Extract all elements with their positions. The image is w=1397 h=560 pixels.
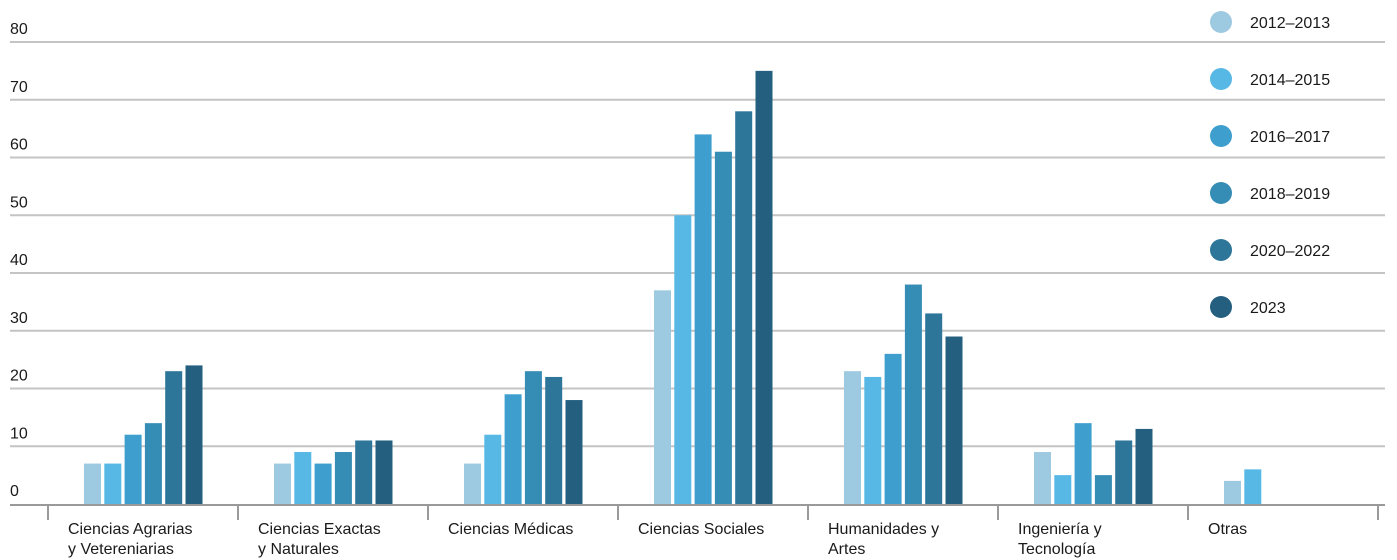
- legend-marker: [1210, 182, 1232, 204]
- legend-marker: [1210, 296, 1232, 318]
- bar: [735, 111, 753, 505]
- y-tick-label: 40: [10, 252, 28, 269]
- legend-label: 2020–2022: [1250, 243, 1330, 260]
- bar: [1094, 475, 1112, 504]
- bar: [945, 336, 963, 504]
- bar: [1054, 475, 1072, 504]
- y-tick-label: 10: [10, 425, 28, 442]
- legend-marker: [1210, 239, 1232, 261]
- bar: [484, 434, 502, 504]
- bar: [464, 463, 481, 504]
- category-label: Humanidades y Artes: [828, 521, 939, 558]
- legend-label: 2014–2015: [1250, 72, 1330, 89]
- bar: [925, 313, 943, 504]
- bar: [755, 70, 773, 504]
- bar: [844, 371, 861, 504]
- bar: [1135, 428, 1153, 504]
- bar: [185, 365, 203, 504]
- bar: [124, 434, 142, 504]
- bar: [1244, 469, 1262, 504]
- bars: [84, 70, 1262, 505]
- y-tick-label: 20: [10, 368, 28, 385]
- bar: [84, 463, 101, 504]
- bar: [314, 463, 332, 504]
- category-label: Ciencias Exactas y Naturales: [258, 521, 381, 558]
- y-tick-label: 70: [10, 79, 28, 96]
- bar: [274, 463, 291, 504]
- bar: [1224, 480, 1241, 504]
- bar: [334, 452, 352, 504]
- bar: [1074, 423, 1092, 504]
- bar: [884, 353, 902, 504]
- legend-label: 2018–2019: [1250, 186, 1330, 203]
- category-label: Ingeniería y Tecnología: [1018, 521, 1102, 558]
- bar: [1034, 452, 1051, 504]
- category-label: Ciencias Sociales: [638, 521, 764, 538]
- legend-label: 2012–2013: [1250, 15, 1330, 32]
- bar: [524, 371, 542, 504]
- category-label: Ciencias Médicas: [448, 521, 573, 538]
- legend-marker: [1210, 11, 1232, 33]
- bar: [104, 463, 122, 504]
- legend-label: 2016–2017: [1250, 129, 1330, 146]
- y-tick-label: 30: [10, 310, 28, 327]
- bar: [545, 376, 563, 504]
- bar: [504, 394, 522, 504]
- y-tick-label: 0: [10, 483, 19, 500]
- bar: [714, 151, 732, 504]
- bar: [864, 376, 882, 504]
- y-tick-label: 80: [10, 21, 28, 38]
- bar: [1115, 440, 1133, 504]
- bar: [294, 452, 312, 504]
- bar: [904, 284, 922, 504]
- bar: [674, 215, 692, 504]
- bar: [654, 290, 671, 504]
- legend-label: 2023: [1250, 300, 1286, 317]
- bar: [565, 400, 583, 504]
- y-tick-label: 50: [10, 194, 28, 211]
- bar: [375, 440, 393, 504]
- legend-marker: [1210, 125, 1232, 147]
- x-axis: Ciencias Agrarias y Vetereniarias Ciencias…: [10, 504, 1385, 558]
- legend: 2012–2013 2014–2015 2016–2017 2018–2019 2020…: [1210, 11, 1330, 318]
- category-label: Ciencias Agrarias y Vetereniarias: [68, 521, 193, 558]
- bar: [355, 440, 373, 504]
- category-label: Otras: [1208, 521, 1247, 538]
- legend-marker: [1210, 68, 1232, 90]
- bar: [144, 423, 162, 504]
- bar: [694, 134, 712, 504]
- bar: [165, 371, 183, 504]
- y-tick-label: 60: [10, 137, 28, 154]
